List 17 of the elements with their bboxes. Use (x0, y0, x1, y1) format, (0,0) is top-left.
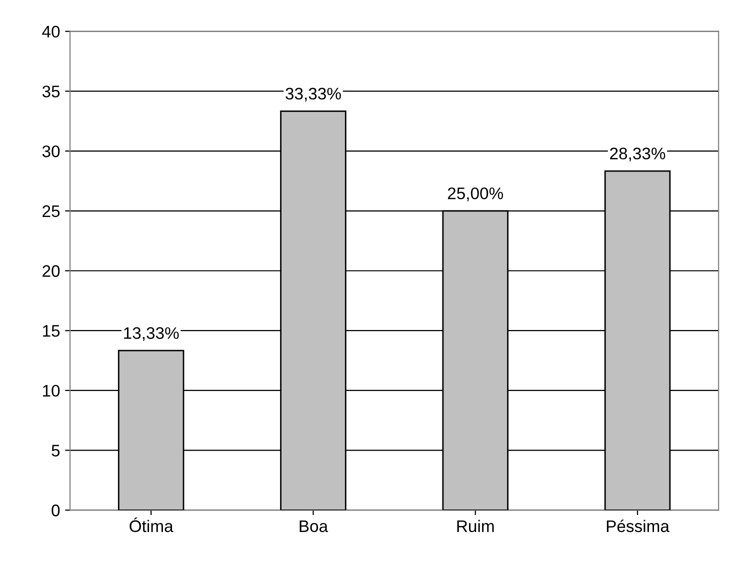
x-tick-label: Ruim (457, 520, 494, 532)
data-label: 33,33% (286, 88, 341, 102)
x-tick-label: Péssima (606, 520, 670, 532)
x-tick-label: Ótima (130, 517, 174, 532)
data-label: 25,00% (448, 187, 504, 202)
y-tick-label: 0 (52, 504, 60, 516)
y-tick-label: 30 (42, 145, 60, 158)
x-tick-label: Boa (300, 520, 328, 532)
y-tick-label: 40 (42, 26, 60, 38)
data-label: 28,33% (610, 148, 666, 162)
y-tick-label: 20 (42, 265, 60, 277)
y-tick-label: 5 (52, 444, 60, 457)
data-label: 13,33% (124, 327, 179, 341)
y-tick-label: 25 (42, 205, 60, 218)
y-tick-label: 35 (42, 86, 60, 98)
y-tick-label: 10 (43, 384, 60, 397)
y-tick-label: 15 (43, 325, 60, 337)
